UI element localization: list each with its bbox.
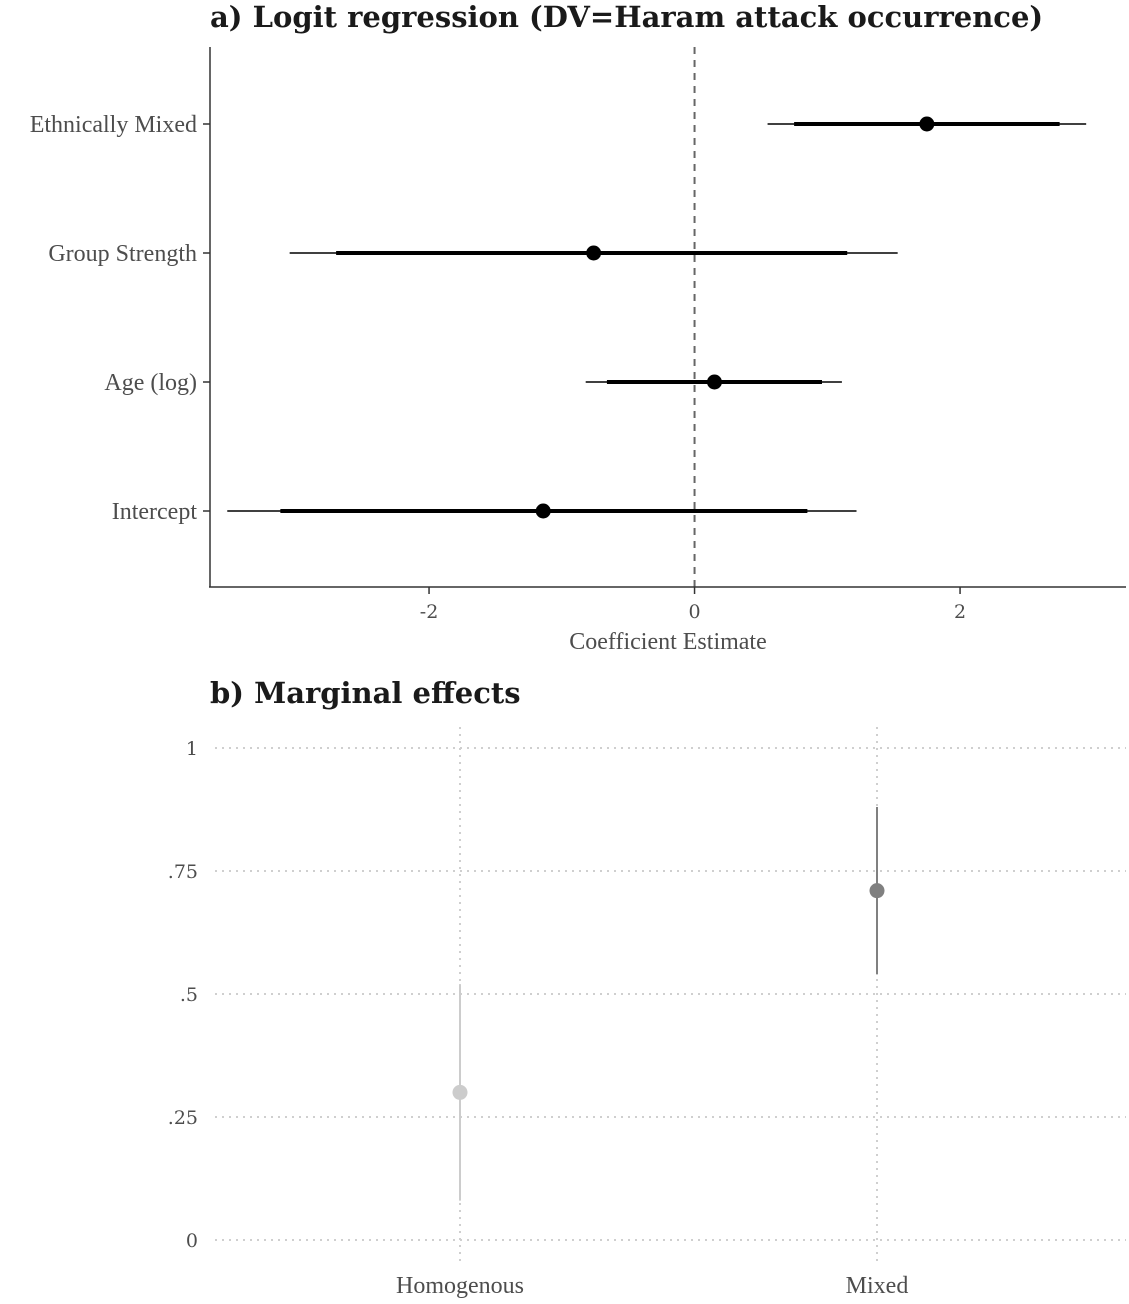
marginal-effect-point	[452, 1084, 468, 1100]
x-axis-label: Coefficient Estimate	[569, 629, 767, 655]
x-tick-label: 0	[689, 601, 701, 623]
x-tick-label: -2	[420, 601, 439, 623]
coefficient-plot-panel: a) Logit regression (DV=Haram attack occ…	[30, 0, 1126, 655]
term-label: Group Strength	[48, 241, 197, 267]
coefficient-point	[919, 116, 935, 132]
x-tick-label: 2	[954, 601, 966, 623]
marginal-effects-panel: b) Marginal effects 0 .25 .5 .75 1 Homogenous…	[168, 676, 1126, 1299]
y-tick-label: .75	[168, 861, 198, 883]
term-label: Ethnically Mixed	[30, 112, 197, 138]
y-tick-label: .25	[168, 1107, 198, 1129]
y-tick-label: .5	[180, 984, 198, 1006]
y-tick-label: 1	[186, 738, 198, 760]
marginal-effect-point	[869, 883, 885, 899]
coefficient-point	[535, 503, 551, 519]
term-label: Age (log)	[104, 370, 197, 396]
coefficient-point	[706, 374, 722, 390]
panel-a-title: a) Logit regression (DV=Haram attack occ…	[210, 0, 1043, 34]
y-tick-label: 0	[186, 1230, 198, 1252]
category-label: Mixed	[846, 1273, 909, 1299]
term-label: Intercept	[112, 499, 198, 525]
panel-b-title: b) Marginal effects	[210, 676, 521, 710]
category-label: Homogenous	[396, 1273, 524, 1299]
coefficient-point	[586, 245, 602, 261]
